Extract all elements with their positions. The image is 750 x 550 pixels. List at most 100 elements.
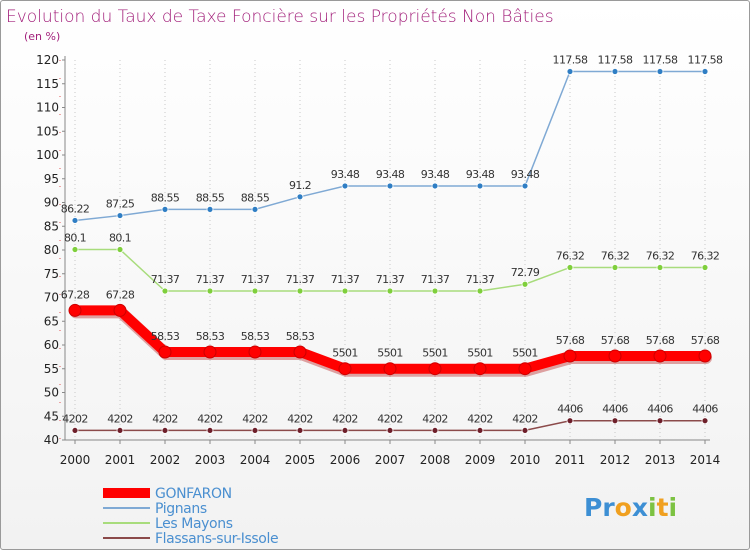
y-tick-label: 105 <box>36 124 59 138</box>
data-point-flassans-sur-issole <box>206 427 214 434</box>
data-label-flassans-sur-issole: 4202 <box>62 412 88 425</box>
data-point-pignans <box>566 68 574 75</box>
data-label-flassans-sur-issole: 4202 <box>197 412 223 425</box>
data-label-gonfaron: 5501 <box>467 347 493 360</box>
x-tick-label: 2007 <box>375 453 406 467</box>
data-point-les-mayons <box>566 264 574 271</box>
data-point-gonfaron <box>608 349 622 363</box>
proxiti-logo-letter: i <box>648 493 657 522</box>
data-label-pignans: 117.58 <box>643 53 678 66</box>
data-point-les-mayons <box>386 287 394 295</box>
data-point-flassans-sur-issole <box>566 417 574 425</box>
x-tick-label: 2012 <box>600 453 631 467</box>
data-point-les-mayons <box>251 287 259 295</box>
data-label-pignans: 93.48 <box>466 168 495 181</box>
data-label-pignans: 87.25 <box>106 198 135 211</box>
data-label-gonfaron: 58.53 <box>241 330 270 343</box>
data-label-les-mayons: 71.37 <box>151 273 180 286</box>
data-label-flassans-sur-issole: 4406 <box>557 403 583 416</box>
data-label-les-mayons: 71.37 <box>286 273 315 286</box>
y-tick-label: 70 <box>44 291 59 305</box>
y-tick-label: 45 <box>44 409 59 423</box>
x-tick-label: 2010 <box>510 453 541 467</box>
data-point-flassans-sur-issole <box>341 427 349 434</box>
data-point-pignans <box>521 182 529 190</box>
data-label-pignans: 86.22 <box>61 202 90 215</box>
data-label-les-mayons: 76.32 <box>646 249 675 262</box>
data-label-les-mayons: 72.79 <box>511 266 540 279</box>
data-point-flassans-sur-issole <box>296 427 304 434</box>
data-label-flassans-sur-issole: 4406 <box>602 403 628 416</box>
proxiti-logo-letter: o <box>615 493 632 522</box>
x-tick-label: 2003 <box>195 453 226 467</box>
data-point-les-mayons <box>431 287 439 295</box>
x-tick-label: 2008 <box>420 453 451 467</box>
data-label-les-mayons: 76.32 <box>601 249 630 262</box>
y-tick-label: 110 <box>36 101 59 115</box>
x-tick-label: 2011 <box>555 453 586 467</box>
x-tick-label: 2002 <box>150 453 181 467</box>
data-point-les-mayons <box>476 287 484 295</box>
data-point-pignans <box>431 182 439 190</box>
data-label-pignans: 88.55 <box>241 191 270 204</box>
data-label-flassans-sur-issole: 4202 <box>107 412 133 425</box>
x-tick-label: 2014 <box>690 453 721 467</box>
data-labels: 86.22 87.25 88.55 88.55 88.55 91.2 93.48 93.48 9… <box>61 53 724 425</box>
data-point-flassans-sur-issole <box>116 427 124 434</box>
x-tick-label: 2005 <box>285 453 316 467</box>
y-tick-label: 55 <box>44 362 59 376</box>
y-tick-label: 75 <box>44 267 59 281</box>
x-tick-label: 2006 <box>330 453 361 467</box>
data-point-pignans <box>476 182 484 190</box>
data-label-flassans-sur-issole: 4202 <box>287 412 313 425</box>
data-label-flassans-sur-issole: 4202 <box>377 412 403 425</box>
data-label-gonfaron: 58.53 <box>151 330 180 343</box>
data-point-pignans <box>656 68 664 75</box>
y-tick-label: 90 <box>44 196 59 210</box>
data-point-pignans <box>71 217 79 224</box>
data-label-flassans-sur-issole: 4202 <box>467 412 493 425</box>
data-point-gonfaron <box>68 303 82 317</box>
data-label-gonfaron: 57.68 <box>601 334 630 347</box>
data-label-les-mayons: 76.32 <box>691 249 720 262</box>
data-label-les-mayons: 71.37 <box>466 273 495 286</box>
data-label-les-mayons: 71.37 <box>196 273 225 286</box>
legend-label-les-mayons: Les Mayons <box>155 516 233 532</box>
data-point-gonfaron <box>293 345 307 359</box>
data-label-les-mayons: 76.32 <box>556 249 585 262</box>
data-label-flassans-sur-issole: 4202 <box>512 412 538 425</box>
data-point-pignans <box>611 68 619 75</box>
legend-label-flassans-sur-issole: Flassans-sur-Issole <box>155 531 278 547</box>
y-tick-label: 100 <box>36 148 59 162</box>
data-label-flassans-sur-issole: 4202 <box>242 412 268 425</box>
data-point-les-mayons <box>656 264 664 271</box>
y-tick-label: 120 <box>36 53 59 67</box>
data-point-pignans <box>701 68 709 75</box>
y-tick-labels: 40 45 50 55 60 65 70 75 80 85 90 95 100 105 110 115 120 <box>36 53 65 447</box>
data-point-les-mayons <box>71 246 79 253</box>
data-point-gonfaron <box>383 362 397 376</box>
data-label-flassans-sur-issole: 4202 <box>332 412 358 425</box>
data-point-flassans-sur-issole <box>431 427 439 434</box>
data-label-gonfaron: 67.28 <box>106 288 135 301</box>
data-label-gonfaron: 5501 <box>422 347 448 360</box>
proxiti-logo-letter: r <box>602 493 615 522</box>
data-point-gonfaron <box>248 345 262 359</box>
data-point-les-mayons <box>116 246 124 253</box>
data-label-flassans-sur-issole: 4202 <box>422 412 448 425</box>
data-label-pignans: 93.48 <box>331 168 360 181</box>
data-point-gonfaron <box>563 349 577 363</box>
proxiti-logo: Proxiti <box>584 493 677 522</box>
x-tick-label: 2001 <box>105 453 136 467</box>
data-label-les-mayons: 80.1 <box>64 232 86 245</box>
data-label-pignans: 93.48 <box>376 168 405 181</box>
y-tick-label: 85 <box>44 219 59 233</box>
data-point-gonfaron <box>338 362 352 376</box>
data-point-les-mayons <box>611 264 619 271</box>
x-tick-label: 2009 <box>465 453 496 467</box>
data-label-pignans: 93.48 <box>511 168 540 181</box>
data-point-flassans-sur-issole <box>611 417 619 425</box>
data-point-flassans-sur-issole <box>251 427 259 434</box>
